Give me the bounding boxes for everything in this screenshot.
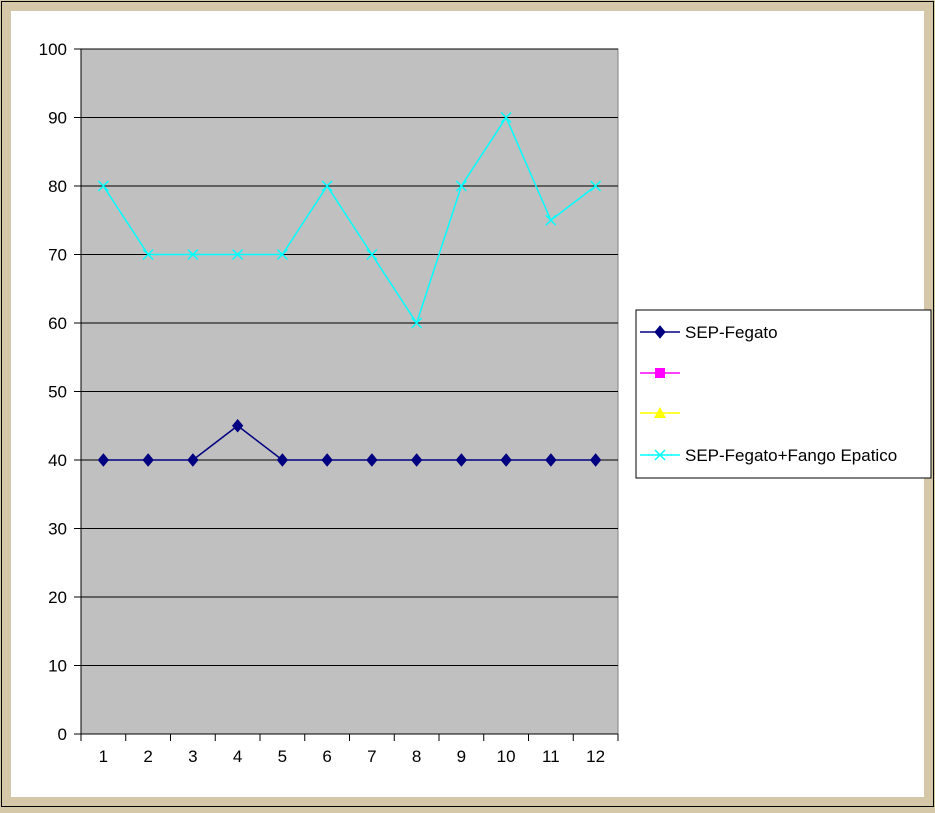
y-tick-label: 90 bbox=[48, 109, 67, 128]
x-tick-label: 8 bbox=[412, 747, 421, 766]
data-point bbox=[590, 180, 602, 192]
legend-marker bbox=[654, 449, 666, 461]
legend-item-1 bbox=[640, 368, 680, 378]
data-point bbox=[411, 317, 423, 329]
data-point bbox=[276, 453, 289, 467]
data-point bbox=[321, 180, 333, 192]
data-point bbox=[97, 453, 110, 467]
axes bbox=[74, 48, 619, 741]
y-tick-label: 0 bbox=[58, 725, 67, 744]
series-3 bbox=[97, 111, 602, 329]
y-tick-label: 10 bbox=[48, 657, 67, 676]
marker-stroke bbox=[321, 180, 333, 192]
legend-label: SEP-Fegato+Fango Epatico bbox=[685, 446, 897, 465]
data-point bbox=[500, 111, 512, 124]
y-tick-label: 40 bbox=[48, 451, 67, 470]
y-tick-label: 80 bbox=[48, 177, 67, 196]
legend-item-0: SEP-Fegato bbox=[640, 323, 778, 342]
legend-item-2 bbox=[640, 407, 680, 418]
marker-stroke bbox=[366, 248, 378, 261]
marker-stroke bbox=[411, 317, 423, 329]
legend-marker bbox=[655, 368, 665, 378]
x-tick-label: 4 bbox=[233, 747, 242, 766]
marker-stroke bbox=[187, 248, 199, 261]
data-point bbox=[187, 453, 199, 467]
data-point bbox=[545, 214, 557, 226]
legend-box bbox=[635, 309, 932, 479]
legend-item-3: SEP-Fegato+Fango Epatico bbox=[640, 446, 897, 465]
marker-stroke bbox=[97, 180, 109, 192]
data-point bbox=[366, 248, 378, 261]
x-tick-label: 1 bbox=[99, 747, 108, 766]
legend-marker bbox=[654, 325, 666, 339]
series-line bbox=[103, 424, 596, 461]
marker-stroke bbox=[276, 248, 288, 261]
x-tick-label: 6 bbox=[322, 747, 331, 766]
legend-marker bbox=[654, 407, 666, 418]
data-point bbox=[321, 453, 333, 467]
series-line bbox=[102, 115, 597, 325]
x-tick-label: 2 bbox=[143, 747, 152, 766]
marker-stroke bbox=[545, 214, 557, 226]
marker-stroke bbox=[654, 449, 666, 461]
marker-stroke bbox=[590, 180, 602, 192]
x-tick-label: 11 bbox=[542, 747, 560, 766]
data-point bbox=[142, 248, 154, 261]
data-point bbox=[410, 453, 423, 467]
data-point bbox=[500, 453, 512, 467]
marker-stroke bbox=[142, 248, 154, 261]
y-tick-label: 60 bbox=[48, 314, 67, 333]
data-point bbox=[97, 180, 109, 192]
y-tick-label: 70 bbox=[48, 246, 67, 265]
x-tick-label: 10 bbox=[497, 747, 516, 766]
data-point bbox=[232, 248, 244, 261]
legend: SEP-Fegato SEP-Fegato+Fango Epatico bbox=[635, 309, 932, 479]
marker-stroke bbox=[232, 248, 244, 261]
data-point bbox=[455, 180, 467, 192]
x-tick-label: 3 bbox=[188, 747, 197, 766]
data-point bbox=[231, 418, 244, 433]
legend-label: SEP-Fegato bbox=[685, 323, 778, 342]
x-tick-label: 12 bbox=[586, 747, 605, 766]
y-tick-label: 50 bbox=[48, 383, 67, 402]
data-point bbox=[455, 453, 468, 467]
series-0 bbox=[97, 418, 602, 467]
data-point bbox=[187, 248, 199, 261]
series-layer bbox=[97, 111, 602, 467]
x-tick-label: 7 bbox=[367, 747, 376, 766]
data-point bbox=[276, 248, 288, 261]
x-tick-label: 5 bbox=[278, 747, 287, 766]
data-point bbox=[142, 453, 154, 467]
y-tick-label: 20 bbox=[48, 588, 67, 607]
y-tick-label: 30 bbox=[48, 520, 67, 539]
data-point bbox=[545, 453, 557, 467]
x-tick-label: 9 bbox=[457, 747, 466, 766]
y-tick-label: 100 bbox=[39, 40, 67, 59]
data-point bbox=[366, 453, 378, 467]
marker-stroke bbox=[455, 180, 467, 192]
gridlines bbox=[81, 48, 618, 666]
data-point bbox=[589, 453, 602, 467]
marker-stroke bbox=[500, 111, 512, 124]
